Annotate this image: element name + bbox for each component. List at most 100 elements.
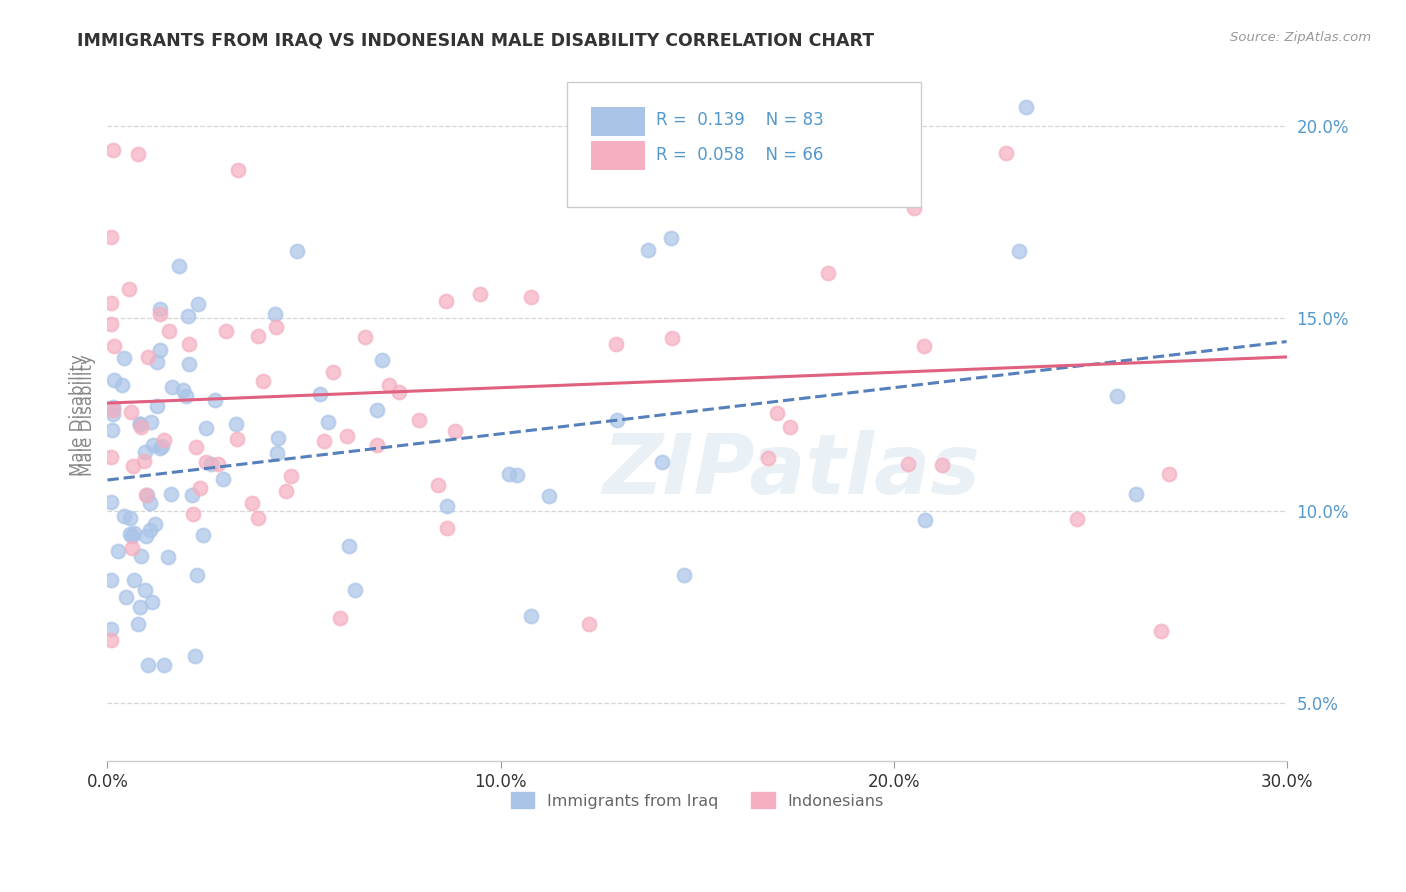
Point (316, 415, 339, 429)
Point (127, 616, 149, 631)
Point (100, 495, 122, 509)
Point (194, 455, 217, 469)
Point (672, 568, 695, 582)
Point (100, 622, 122, 636)
Point (112, 508, 135, 523)
Point (276, 484, 298, 499)
Point (103, 372, 125, 386)
Point (122, 459, 145, 474)
Point (100, 317, 122, 331)
Point (122, 574, 145, 588)
Point (606, 413, 628, 427)
Point (1105, 389, 1128, 403)
Point (134, 454, 156, 468)
Point (280, 469, 302, 483)
Point (468, 287, 491, 301)
Point (149, 307, 172, 321)
Point (225, 432, 247, 446)
Point (312, 434, 335, 448)
Point (329, 611, 352, 625)
Point (149, 343, 172, 357)
Point (912, 338, 935, 352)
Point (162, 380, 184, 394)
FancyBboxPatch shape (568, 82, 921, 207)
Point (110, 378, 132, 392)
Point (370, 352, 392, 367)
Point (1008, 244, 1031, 258)
Text: IMMIGRANTS FROM IRAQ VS INDONESIAN MALE DISABILITY CORRELATION CHART: IMMIGRANTS FROM IRAQ VS INDONESIAN MALE … (77, 31, 875, 49)
Point (191, 528, 214, 542)
Point (172, 383, 194, 397)
Point (226, 163, 249, 178)
Point (343, 583, 366, 598)
Point (150, 439, 173, 453)
Point (264, 320, 287, 334)
Point (436, 521, 458, 535)
Point (121, 529, 143, 543)
Point (145, 400, 167, 414)
Point (246, 511, 269, 525)
Point (157, 325, 180, 339)
Point (651, 455, 673, 469)
Point (434, 293, 457, 308)
Point (242, 495, 264, 509)
Point (225, 417, 247, 431)
Point (127, 147, 149, 161)
Point (779, 420, 801, 434)
FancyBboxPatch shape (591, 141, 645, 170)
Point (200, 457, 222, 471)
Point (264, 307, 287, 321)
Point (1125, 487, 1147, 501)
Point (337, 539, 360, 553)
Point (129, 600, 152, 615)
Point (156, 549, 179, 564)
Point (377, 378, 399, 392)
Point (167, 259, 190, 273)
Point (366, 438, 388, 452)
Point (101, 400, 124, 414)
Point (100, 574, 122, 588)
Point (215, 324, 238, 338)
Point (427, 478, 450, 492)
Point (578, 616, 600, 631)
Point (136, 351, 159, 365)
Point (152, 657, 174, 672)
Point (266, 446, 288, 460)
Point (247, 328, 270, 343)
Point (388, 384, 411, 399)
Point (817, 266, 839, 280)
Point (149, 441, 172, 455)
Point (149, 301, 172, 316)
Text: R =  0.058    N = 66: R = 0.058 N = 66 (655, 146, 823, 164)
Point (184, 648, 207, 663)
Point (207, 457, 229, 471)
Point (129, 417, 152, 432)
Point (121, 541, 143, 555)
Text: Source: ZipAtlas.com: Source: ZipAtlas.com (1230, 31, 1371, 45)
FancyBboxPatch shape (591, 106, 645, 136)
Point (285, 244, 308, 259)
Point (994, 145, 1017, 160)
Point (605, 337, 627, 351)
Point (118, 282, 141, 296)
Point (187, 297, 209, 311)
Y-axis label: Male Disability: Male Disability (79, 354, 97, 475)
Point (134, 583, 156, 598)
Point (498, 467, 520, 481)
Point (177, 357, 200, 371)
Point (436, 499, 458, 513)
Point (101, 424, 124, 438)
Point (131, 549, 153, 563)
Point (266, 431, 288, 445)
Point (135, 488, 157, 502)
Point (141, 595, 163, 609)
Point (336, 429, 359, 443)
Point (308, 387, 330, 401)
Point (143, 517, 166, 532)
Point (322, 365, 344, 379)
Legend: Immigrants from Iraq, Indonesians: Immigrants from Iraq, Indonesians (505, 786, 890, 815)
Text: R =  0.139    N = 83: R = 0.139 N = 83 (655, 112, 824, 129)
Point (122, 525, 145, 540)
Point (765, 406, 787, 420)
Point (100, 229, 122, 244)
